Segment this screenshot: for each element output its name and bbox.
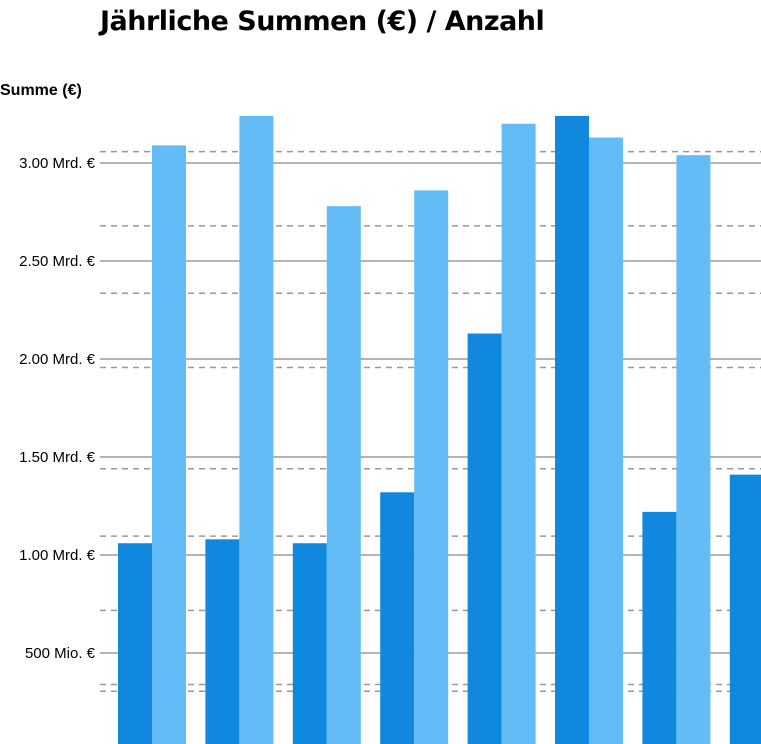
- bar-series1: [205, 539, 240, 744]
- bar-series1: [467, 333, 502, 744]
- bar-series2: [676, 155, 711, 744]
- y-tick-label: 500 Mio. €: [25, 645, 96, 662]
- chart-title: Jährliche Summen (€) / Anzahl: [100, 6, 545, 37]
- bar-series2: [239, 115, 274, 744]
- bar-series2: [152, 145, 186, 744]
- bar-series2: [501, 123, 536, 744]
- y-tick-label: 2.50 Mrd. €: [19, 253, 96, 270]
- bar-series1: [555, 115, 589, 744]
- y-axis-label: Summe (€): [0, 82, 82, 99]
- y-tick-label: 1.50 Mrd. €: [19, 449, 96, 466]
- y-tick-label: 1.00 Mrd. €: [19, 547, 96, 564]
- bar-series2: [326, 206, 361, 744]
- y-tick-label: 3.00 Mrd. €: [19, 155, 96, 172]
- bar-series1: [380, 492, 415, 744]
- bar-series1: [642, 511, 677, 744]
- bar-series1: [118, 543, 152, 744]
- bar-series2: [589, 137, 623, 744]
- y-tick-label: 2.00 Mrd. €: [19, 351, 96, 368]
- bar-series1: [292, 543, 327, 744]
- bar-series1: [729, 474, 761, 744]
- bar-series2: [414, 190, 449, 744]
